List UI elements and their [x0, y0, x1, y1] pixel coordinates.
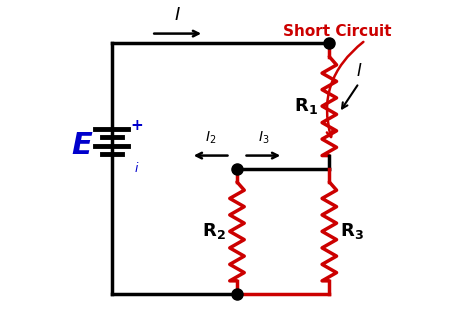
Text: $I$: $I$: [356, 62, 362, 80]
Text: +: +: [130, 118, 143, 133]
Text: $\mathbf{R_2}$: $\mathbf{R_2}$: [202, 221, 226, 242]
Text: i: i: [135, 162, 138, 175]
Text: E: E: [72, 131, 92, 160]
Text: $I_3$: $I_3$: [258, 129, 269, 146]
Text: $I$: $I$: [174, 6, 181, 24]
Text: $\mathbf{R_1}$: $\mathbf{R_1}$: [294, 96, 318, 116]
Text: $\mathbf{R_3}$: $\mathbf{R_3}$: [340, 221, 365, 242]
Text: Short Circuit: Short Circuit: [283, 24, 392, 39]
Text: $I_2$: $I_2$: [205, 129, 216, 146]
